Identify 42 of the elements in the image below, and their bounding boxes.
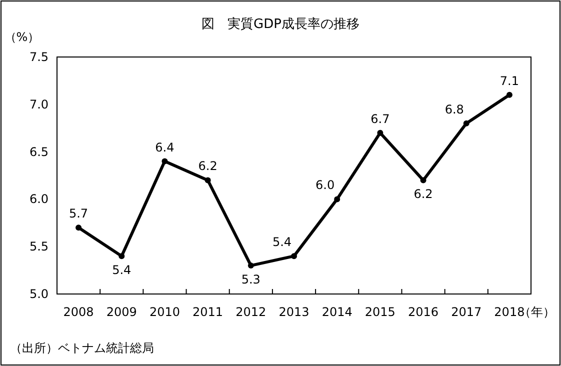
y-axis-title: （%） [4,30,40,44]
x-tick-label: 2014 [322,305,352,319]
point [162,158,168,164]
data-label: 6.0 [316,178,335,192]
x-tick-label: 2017 [451,305,482,319]
point [377,130,384,136]
data-label: 6.4 [155,140,174,154]
y-tick-label: 6.5 [29,144,49,159]
data-label: 5.7 [69,206,88,221]
data-label: 6.2 [414,187,433,202]
y-tick-label: 5.5 [29,240,49,254]
x-tick-label: 2016 [408,305,439,319]
text: （出所）ベトナム統計総局 [10,341,154,355]
y-tick-label: 5.0 [29,287,49,301]
point [291,253,297,260]
y-tick-label: 7.5 [29,50,49,64]
point [76,224,82,231]
chart-title: 図 実質GDP成長率の推移 [202,16,360,32]
x-tick-label: 2009 [106,305,137,319]
data-label: 6.2 [198,159,218,174]
data-label: 7.1 [500,74,519,88]
data-label: 5.3 [241,272,260,287]
point [248,262,254,269]
y-tick-label: 7.0 [29,97,49,112]
point [420,177,426,184]
data-label: 5.4 [112,263,132,278]
x-tick-label: 2018 [494,305,525,319]
data-label: 5.4 [272,235,292,250]
point [118,253,125,260]
point [506,92,512,98]
x-tick-label: 2008 [63,305,94,319]
x-tick-label: 2010 [149,305,180,319]
x-tick-label: 2012 [236,305,266,319]
point [204,177,211,184]
point [463,120,470,126]
x-tick-label: 2015 [364,305,396,319]
data-label: 6.7 [370,112,390,126]
x-tick-label: 2013 [278,305,310,319]
y-tick-label: 6.0 [29,192,49,206]
point [334,196,340,202]
data-label: 6.8 [444,102,464,116]
x-tick-label: 2011 [192,305,224,319]
